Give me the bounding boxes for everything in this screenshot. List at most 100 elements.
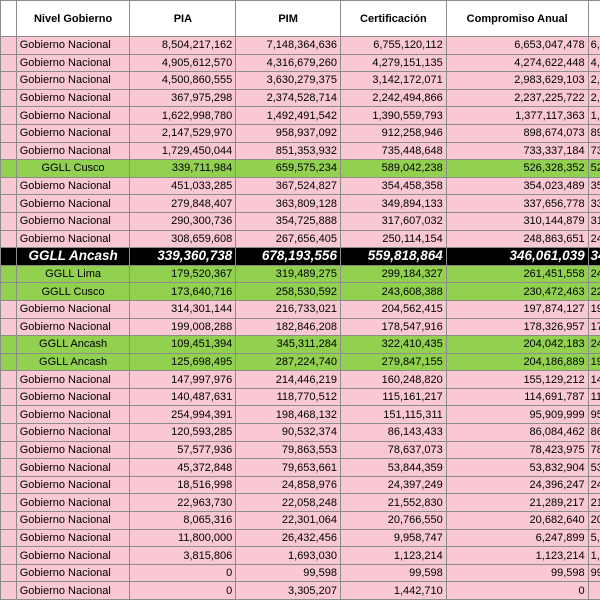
amount-cell: 24,396,247 — [445, 475, 589, 495]
header-cell: Compromiso Anual — [445, 0, 589, 37]
amount-cell: 523,747, — [587, 159, 600, 178]
amount-cell: 90,532,374 — [235, 423, 341, 442]
amount-cell: 310,144,879 — [445, 211, 589, 231]
amount-cell: 99,598 — [339, 563, 447, 583]
amount-cell: 4,905,612,570 — [129, 53, 237, 73]
amount-cell: 26,432,456 — [235, 528, 341, 548]
amount-cell: 7,148,364,636 — [235, 36, 341, 55]
amount-cell: 1,622,998,780 — [129, 106, 237, 125]
amount-cell: 45,372,848 — [129, 458, 237, 477]
level-cell: GGLL Cusco — [15, 282, 131, 301]
amount-cell: 8,504,217,162 — [129, 36, 237, 55]
amount-cell: 57,577,936 — [129, 440, 237, 460]
amount-cell: 204,042,183 — [445, 335, 589, 354]
row-cell — [0, 194, 17, 213]
level-cell: Gobierno Nacional — [15, 53, 131, 73]
amount-cell: 115,161,217 — [339, 387, 447, 407]
table-row: Gobierno Nacional 314,301,144 216,733,021 2… — [0, 299, 600, 319]
amount-cell: 346,061,039 — [445, 247, 589, 266]
table-row: Gobierno Nacional 140,487,631 118,770,512 1… — [0, 387, 600, 407]
amount-cell: 6,247,899 — [445, 528, 589, 548]
amount-cell: 732,206, — [587, 141, 600, 161]
header-cell: Certificación — [339, 0, 447, 37]
level-cell: Gobierno Nacional — [15, 546, 131, 565]
amount-cell: 204,186,889 — [445, 352, 589, 372]
amount-cell: 353,601, — [587, 176, 600, 196]
level-cell: GGLL Lima — [15, 264, 131, 284]
amount-cell: 53,832, — [587, 458, 600, 477]
amount-cell: 24,396, — [587, 475, 600, 495]
amount-cell: 3,815,806 — [129, 546, 237, 565]
amount-cell: 659,575,234 — [235, 159, 341, 178]
table-row: Gobierno Nacional 18,516,998 24,858,976 24,… — [0, 475, 600, 495]
table-row: Gobierno Nacional 279,848,407 363,809,128 3… — [0, 194, 600, 213]
row-cell — [0, 141, 17, 161]
amount-cell: 2,957,981, — [587, 71, 600, 90]
amount-cell — [587, 581, 600, 600]
amount-cell: 225,317, — [587, 282, 600, 301]
table-row: Gobierno Nacional 8,504,217,162 7,148,364,… — [0, 36, 600, 55]
amount-cell: 125,698,495 — [129, 352, 237, 372]
amount-cell: 337,656,778 — [445, 194, 589, 213]
table-row: Gobierno Nacional 451,033,285 367,524,827 3… — [0, 176, 600, 196]
amount-cell: 559,818,864 — [339, 247, 447, 266]
table-row: Gobierno Nacional 290,300,736 354,725,888 3… — [0, 211, 600, 231]
amount-cell: 6,653,047,478 — [445, 36, 589, 55]
amount-cell: 214,446,219 — [235, 370, 341, 389]
amount-cell: 319,489,275 — [235, 264, 341, 284]
amount-cell: 261,451,558 — [445, 264, 589, 284]
amount-cell: 314,301,144 — [129, 299, 237, 319]
level-cell: GGLL Ancash — [15, 335, 131, 354]
amount-cell: 179,520,367 — [129, 264, 237, 284]
level-cell: Gobierno Nacional — [15, 194, 131, 213]
amount-cell: 345,311,284 — [235, 335, 341, 354]
table-row: Gobierno Nacional 254,994,391 198,468,132 1… — [0, 405, 600, 425]
row-cell — [0, 528, 17, 548]
row-cell — [0, 335, 17, 354]
table-row: Gobierno Nacional 8,065,316 22,301,064 20,7… — [0, 511, 600, 530]
level-cell: Gobierno Nacional — [15, 317, 131, 337]
amount-cell: 24,858,976 — [235, 475, 341, 495]
level-cell: Gobierno Nacional — [15, 36, 131, 55]
row-cell — [0, 176, 17, 196]
level-cell: GGLL Ancash — [15, 352, 131, 372]
amount-cell: 248,863,651 — [445, 229, 589, 249]
amount-cell: 24,397,249 — [339, 475, 447, 495]
amount-cell: 1,492,491,542 — [235, 106, 341, 125]
amount-cell: 2,237,225,722 — [445, 88, 589, 108]
row-cell — [0, 53, 17, 73]
amount-cell: 53,832,904 — [445, 458, 589, 477]
amount-cell: 197,874,127 — [445, 299, 589, 319]
level-cell: Gobierno Nacional — [15, 106, 131, 125]
table-row: Gobierno Nacional 4,905,612,570 4,316,679,… — [0, 53, 600, 73]
row-cell — [0, 493, 17, 513]
amount-cell: 310,043, — [587, 211, 600, 231]
header-row: Nivel Gobierno PIA PIM Certificación Comprom… — [0, 0, 600, 37]
row-cell — [0, 458, 17, 477]
amount-cell: 363,809,128 — [235, 194, 341, 213]
amount-cell: 0 — [445, 581, 589, 600]
table-row: GGLL Ancash 339,360,738 678,193,556 559,818… — [0, 247, 600, 266]
header-cell: PIA — [129, 0, 237, 37]
amount-cell: 20,682,640 — [445, 511, 589, 530]
amount-cell: 354,023,489 — [445, 176, 589, 196]
amount-cell: 120,593,285 — [129, 423, 237, 442]
amount-cell: 958,937,092 — [235, 123, 341, 143]
row-cell — [0, 475, 17, 495]
amount-cell: 733,337,184 — [445, 141, 589, 161]
amount-cell: 86,084,462 — [445, 423, 589, 442]
amount-cell: 78,390, — [587, 440, 600, 460]
amount-cell: 308,659,608 — [129, 229, 237, 249]
amount-cell: 1,123,214 — [339, 546, 447, 565]
row-cell — [0, 581, 17, 600]
amount-cell: 279,848,407 — [129, 194, 237, 213]
amount-cell: 11,800,000 — [129, 528, 237, 548]
table-row: Gobierno Nacional 22,963,730 22,058,248 21,… — [0, 493, 600, 513]
amount-cell: 267,656,405 — [235, 229, 341, 249]
amount-cell: 290,300,736 — [129, 211, 237, 231]
row-cell — [0, 247, 17, 266]
table-row: Gobierno Nacional 45,372,848 79,653,661 53,… — [0, 458, 600, 477]
level-cell: Gobierno Nacional — [15, 493, 131, 513]
amount-cell: 354,458,358 — [339, 176, 447, 196]
table-row: Gobierno Nacional 57,577,936 79,863,553 78,… — [0, 440, 600, 460]
